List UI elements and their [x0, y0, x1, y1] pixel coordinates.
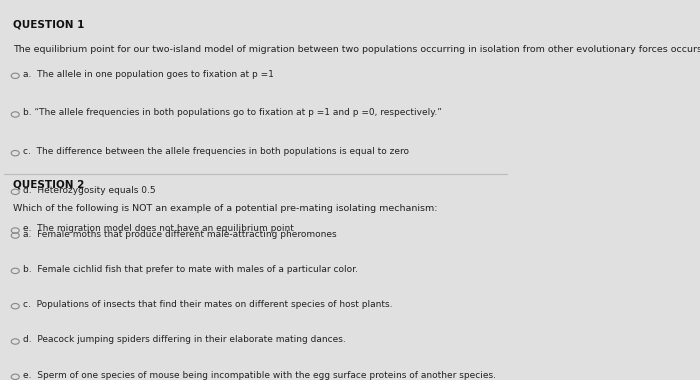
Text: b.  Female cichlid fish that prefer to mate with males of a particular color.: b. Female cichlid fish that prefer to ma… — [23, 265, 358, 274]
Text: Which of the following is NOT an example of a potential pre-mating isolating mec: Which of the following is NOT an example… — [13, 204, 438, 213]
Text: e.  The migration model does not have an equilibrium point: e. The migration model does not have an … — [23, 225, 294, 233]
Text: d.  Peacock jumping spiders differing in their elaborate mating dances.: d. Peacock jumping spiders differing in … — [23, 336, 346, 344]
Text: e.  Sperm of one species of mouse being incompatible with the egg surface protei: e. Sperm of one species of mouse being i… — [23, 371, 496, 380]
Text: QUESTION 1: QUESTION 1 — [13, 19, 85, 29]
Text: a.  The allele in one population goes to fixation at p =1: a. The allele in one population goes to … — [23, 70, 274, 79]
Text: d.  Heterozygosity equals 0.5: d. Heterozygosity equals 0.5 — [23, 186, 156, 195]
Text: a.  Female moths that produce different male-attracting pheromones: a. Female moths that produce different m… — [23, 230, 337, 239]
Text: QUESTION 2: QUESTION 2 — [13, 179, 85, 189]
Text: c.  The difference between the allele frequencies in both populations is equal t: c. The difference between the allele fre… — [23, 147, 410, 156]
Text: c.  Populations of insects that find their mates on different species of host pl: c. Populations of insects that find thei… — [23, 300, 393, 309]
Text: The equilibrium point for our two-island model of migration between two populati: The equilibrium point for our two-island… — [13, 44, 700, 54]
Text: b. “The allele frequencies in both populations go to fixation at p =1 and p =0, : b. “The allele frequencies in both popul… — [23, 108, 442, 117]
